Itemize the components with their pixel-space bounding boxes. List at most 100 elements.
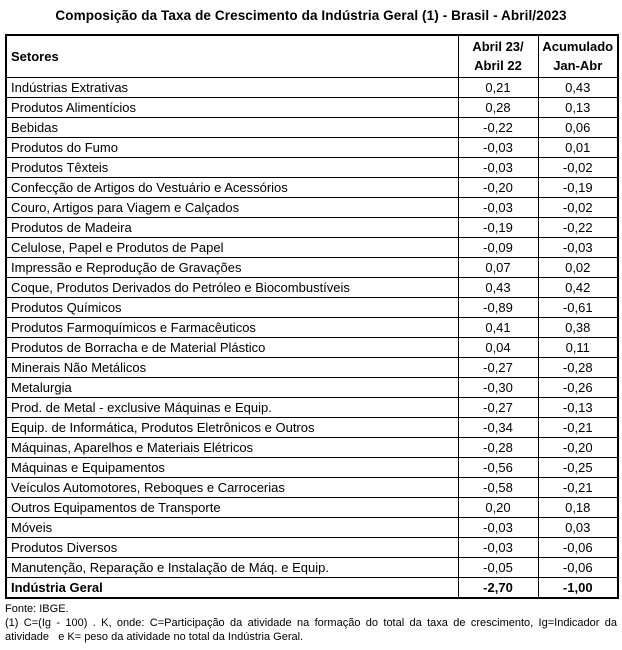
value-cell-acumulado: -0,19 bbox=[537, 176, 619, 198]
table-row: Impressão e Reprodução de Gravações 0,07 0… bbox=[5, 256, 619, 278]
value-cell-april: -0,22 bbox=[457, 116, 539, 138]
value-cell-acumulado: -0,06 bbox=[537, 556, 619, 578]
value-cell-acumulado: -0,22 bbox=[537, 216, 619, 238]
value-cell-april: -0,03 bbox=[457, 156, 539, 178]
sector-cell: Produtos Têxteis bbox=[5, 156, 459, 178]
value-cell-acumulado: 0,38 bbox=[537, 316, 619, 338]
sector-cell: Produtos Químicos bbox=[5, 296, 459, 318]
footnote: (1) C=(Ig - 100) . K, onde: C=Participaç… bbox=[5, 616, 621, 643]
header-abril23-abril22: Abril 23/ Abril 22 bbox=[457, 34, 539, 78]
value-cell-acumulado: -0,03 bbox=[537, 236, 619, 258]
page-title: Composição da Taxa de Crescimento da Ind… bbox=[55, 8, 567, 23]
table-row: Máquinas e Equipamentos -0,56 -0,25 bbox=[5, 456, 619, 478]
sector-cell: Confecção de Artigos do Vestuário e Aces… bbox=[5, 176, 459, 198]
sector-cell: Celulose, Papel e Produtos de Papel bbox=[5, 236, 459, 258]
sector-cell: Máquinas, Aparelhos e Materiais Elétrico… bbox=[5, 436, 459, 458]
total-value-cell-acumulado: -1,00 bbox=[537, 576, 619, 598]
footer: Fonte: IBGE. (1) C=(Ig - 100) . K, onde:… bbox=[5, 602, 617, 644]
sector-cell: Equip. de Informática, Produtos Eletrôni… bbox=[5, 416, 459, 438]
value-cell-april: -0,19 bbox=[457, 216, 539, 238]
sector-cell: Prod. de Metal - exclusive Máquinas e Eq… bbox=[5, 396, 459, 418]
sector-cell: Produtos Diversos bbox=[5, 536, 459, 558]
header-setores: Setores bbox=[5, 34, 459, 78]
value-cell-april: -0,03 bbox=[457, 196, 539, 218]
value-cell-april: 0,21 bbox=[457, 76, 539, 98]
sector-cell: Produtos Farmoquímicos e Farmacêuticos bbox=[5, 316, 459, 338]
table-header: Setores Abril 23/ Abril 22 Acumulado Jan… bbox=[5, 34, 619, 78]
table-row: Produtos Farmoquímicos e Farmacêuticos 0,… bbox=[5, 316, 619, 338]
sector-cell: Impressão e Reprodução de Gravações bbox=[5, 256, 459, 278]
value-cell-acumulado: -0,28 bbox=[537, 356, 619, 378]
table-row: Confecção de Artigos do Vestuário e Aces… bbox=[5, 176, 619, 198]
value-cell-april: -0,58 bbox=[457, 476, 539, 498]
value-cell-acumulado: -0,25 bbox=[537, 456, 619, 478]
value-cell-acumulado: 0,02 bbox=[537, 256, 619, 278]
sector-cell: Produtos de Madeira bbox=[5, 216, 459, 238]
sector-cell: Máquinas e Equipamentos bbox=[5, 456, 459, 478]
sector-cell: Móveis bbox=[5, 516, 459, 538]
table-row: Couro, Artigos para Viagem e Calçados -0,… bbox=[5, 196, 619, 218]
value-cell-april: -0,05 bbox=[457, 556, 539, 578]
table-footer: Indústria Geral -2,70 -1,00 bbox=[5, 576, 619, 598]
value-cell-acumulado: 0,42 bbox=[537, 276, 619, 298]
value-cell-acumulado: -0,06 bbox=[537, 536, 619, 558]
table-row: Produtos Diversos -0,03 -0,06 bbox=[5, 536, 619, 558]
sector-cell: Manutenção, Reparação e Instalação de Má… bbox=[5, 556, 459, 578]
value-cell-acumulado: 0,06 bbox=[537, 116, 619, 138]
value-cell-april: 0,28 bbox=[457, 96, 539, 118]
header-abril23-line1: Abril 23/ bbox=[472, 39, 524, 55]
table-row: Veículos Automotores, Reboques e Carroce… bbox=[5, 476, 619, 498]
value-cell-april: -0,89 bbox=[457, 296, 539, 318]
sector-cell: Coque, Produtos Derivados do Petróleo e … bbox=[5, 276, 459, 298]
header-abril23-line2: Abril 22 bbox=[474, 58, 522, 74]
value-cell-acumulado: -0,21 bbox=[537, 476, 619, 498]
growth-composition-table: Setores Abril 23/ Abril 22 Acumulado Jan… bbox=[5, 34, 619, 599]
sector-cell: Couro, Artigos para Viagem e Calçados bbox=[5, 196, 459, 218]
value-cell-acumulado: 0,13 bbox=[537, 96, 619, 118]
total-sector-cell: Indústria Geral bbox=[5, 576, 459, 598]
value-cell-acumulado: 0,18 bbox=[537, 496, 619, 518]
value-cell-acumulado: -0,61 bbox=[537, 296, 619, 318]
value-cell-acumulado: -0,02 bbox=[537, 156, 619, 178]
table-row: Produtos do Fumo -0,03 0,01 bbox=[5, 136, 619, 158]
table-row: Produtos Químicos -0,89 -0,61 bbox=[5, 296, 619, 318]
sector-cell: Bebidas bbox=[5, 116, 459, 138]
value-cell-acumulado: -0,20 bbox=[537, 436, 619, 458]
value-cell-april: -0,34 bbox=[457, 416, 539, 438]
sector-cell: Metalurgia bbox=[5, 376, 459, 398]
table-row: Celulose, Papel e Produtos de Papel -0,09… bbox=[5, 236, 619, 258]
value-cell-april: 0,07 bbox=[457, 256, 539, 278]
table-row: Máquinas, Aparelhos e Materiais Elétrico… bbox=[5, 436, 619, 458]
value-cell-april: -0,09 bbox=[457, 236, 539, 258]
value-cell-april: -0,03 bbox=[457, 136, 539, 158]
value-cell-april: -0,56 bbox=[457, 456, 539, 478]
table-row: Minerais Não Metálicos -0,27 -0,28 bbox=[5, 356, 619, 378]
sector-cell: Produtos de Borracha e de Material Plást… bbox=[5, 336, 459, 358]
sector-cell: Indústrias Extrativas bbox=[5, 76, 459, 98]
header-acumulado-line1: Acumulado bbox=[542, 39, 614, 55]
header-acumulado-line2: Jan-Abr bbox=[553, 58, 603, 74]
value-cell-april: -0,27 bbox=[457, 396, 539, 418]
table-row: Metalurgia -0,30 -0,26 bbox=[5, 376, 619, 398]
table-row: Prod. de Metal - exclusive Máquinas e Eq… bbox=[5, 396, 619, 418]
table-row: Equip. de Informática, Produtos Eletrôni… bbox=[5, 416, 619, 438]
source-note: Fonte: IBGE. bbox=[5, 602, 69, 615]
value-cell-april: 0,41 bbox=[457, 316, 539, 338]
header-row: Setores Abril 23/ Abril 22 Acumulado Jan… bbox=[5, 34, 619, 78]
table-row: Produtos de Borracha e de Material Plást… bbox=[5, 336, 619, 358]
sector-cell: Produtos Alimentícios bbox=[5, 96, 459, 118]
value-cell-april: 0,04 bbox=[457, 336, 539, 358]
table-row: Indústrias Extrativas 0,21 0,43 bbox=[5, 76, 619, 98]
table-body: Indústrias Extrativas 0,21 0,43 Produtos Al… bbox=[5, 76, 619, 578]
total-value-cell-april: -2,70 bbox=[457, 576, 539, 598]
header-acumulado-janabr: Acumulado Jan-Abr bbox=[537, 34, 619, 78]
value-cell-april: -0,28 bbox=[457, 436, 539, 458]
value-cell-april: 0,43 bbox=[457, 276, 539, 298]
value-cell-april: -0,20 bbox=[457, 176, 539, 198]
sector-cell: Minerais Não Metálicos bbox=[5, 356, 459, 378]
value-cell-acumulado: -0,02 bbox=[537, 196, 619, 218]
table-row: Bebidas -0,22 0,06 bbox=[5, 116, 619, 138]
table-row: Coque, Produtos Derivados do Petróleo e … bbox=[5, 276, 619, 298]
value-cell-april: -0,03 bbox=[457, 516, 539, 538]
